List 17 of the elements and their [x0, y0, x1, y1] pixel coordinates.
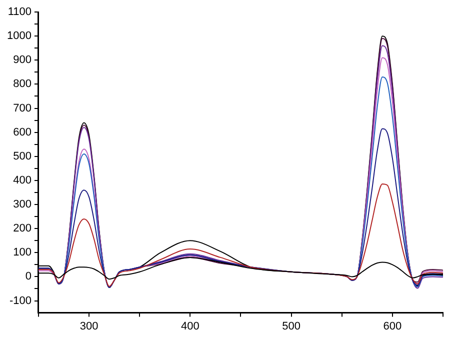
y-tick-label: 900: [13, 54, 32, 66]
y-tick-label: 600: [13, 126, 32, 138]
y-tick-label: 1100: [8, 6, 32, 18]
y-tick-label: -100: [9, 294, 32, 307]
y-tick-label: 100: [13, 246, 32, 259]
x-tick-label: 600: [383, 320, 402, 332]
x-tick-label: 500: [282, 320, 300, 332]
y-tick-label: 0: [25, 270, 32, 283]
y-tick-label: 700: [13, 102, 32, 114]
y-tick-label: 800: [13, 78, 32, 90]
x-tick-label: 300: [80, 320, 98, 332]
y-tick-label: 500: [13, 150, 32, 162]
y-tick-label: 200: [13, 222, 32, 235]
y-tick-label: 300: [13, 198, 32, 211]
y-tick-label: 400: [13, 174, 32, 186]
x-tick-label: 400: [180, 320, 200, 332]
y-tick-label: 1000: [6, 30, 32, 42]
